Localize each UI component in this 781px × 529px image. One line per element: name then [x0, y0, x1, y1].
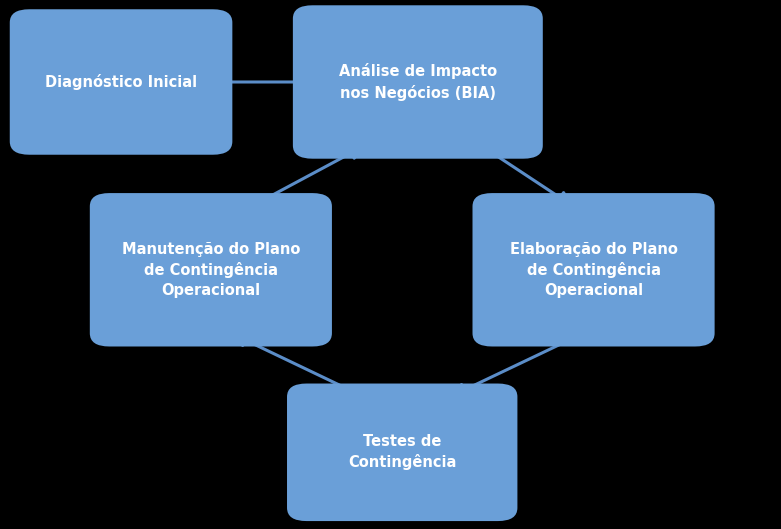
FancyBboxPatch shape [90, 193, 332, 346]
FancyBboxPatch shape [10, 10, 233, 155]
FancyBboxPatch shape [293, 5, 543, 159]
FancyBboxPatch shape [287, 384, 517, 521]
Text: Análise de Impacto
nos Negócios (BIA): Análise de Impacto nos Negócios (BIA) [339, 63, 497, 101]
FancyBboxPatch shape [473, 193, 715, 346]
Text: Manutenção do Plano
de Contingência
Operacional: Manutenção do Plano de Contingência Oper… [122, 242, 300, 298]
Text: Testes de
Contingência: Testes de Contingência [348, 434, 456, 470]
Text: Diagnóstico Inicial: Diagnóstico Inicial [45, 74, 197, 90]
Text: Elaboração do Plano
de Contingência
Operacional: Elaboração do Plano de Contingência Oper… [510, 242, 677, 298]
